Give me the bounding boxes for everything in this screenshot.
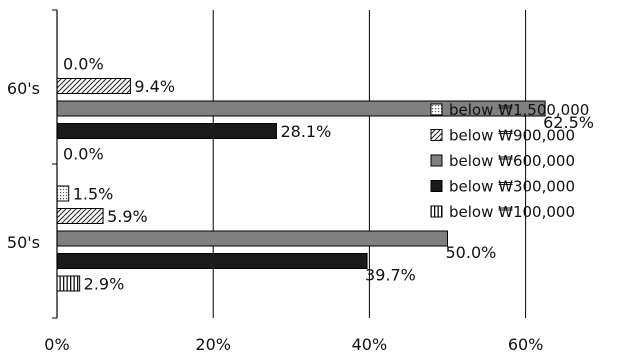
legend-swatch-below-1-500-000 [430,103,443,116]
bar-50-s-below-1-500-000 [56,185,70,202]
bar-60-s-below-300-000 [56,123,277,139]
data-label-60-s-below-300-000: 28.1% [280,122,331,141]
data-label-60-s-below-600-000: 62.5% [543,113,594,132]
legend-swatch-below-100-000 [430,205,443,218]
bar-50-s-below-300-000 [56,253,368,269]
data-label-50-s-below-1-500-000: 1.5% [73,185,114,204]
x-tick-label-60: 60% [508,335,544,354]
x-tick-label-40: 40% [352,335,388,354]
category-label-60-s: 60's [7,79,40,98]
bar-60-s-below-900-000 [56,78,131,94]
data-label-60-s-below-1-500-000: 0.0% [63,55,104,74]
legend-swatch-below-900-000 [430,129,443,141]
x-tick-label-20: 20% [195,335,231,354]
data-label-60-s-below-100-000: 0.0% [63,145,104,164]
legend-label-below-300-000: below ₩300,000 [449,178,575,196]
bar-50-s-below-100-000 [56,275,81,292]
legend-label-below-100-000: below ₩100,000 [449,203,575,221]
legend-swatch-below-600-000 [430,154,443,167]
category-label-50-s: 50's [7,233,40,252]
data-label-50-s-below-100-000: 2.9% [84,275,125,294]
bar-50-s-below-600-000 [56,230,448,247]
legend-label-below-900-000: below ₩900,000 [449,127,575,145]
data-label-50-s-below-600-000: 50.0% [446,243,497,262]
data-label-50-s-below-900-000: 5.9% [107,207,148,226]
bar-50-s-below-900-000 [56,208,104,224]
legend-label-below-1-500-000: below ₩1,500,000 [449,101,589,119]
legend-label-below-600-000: below ₩600,000 [449,152,575,170]
data-label-50-s-below-300-000: 39.7% [365,266,416,285]
data-label-60-s-below-900-000: 9.4% [134,77,175,96]
x-tick-label-0: 0% [44,335,69,354]
legend-swatch-below-300-000 [430,180,443,192]
